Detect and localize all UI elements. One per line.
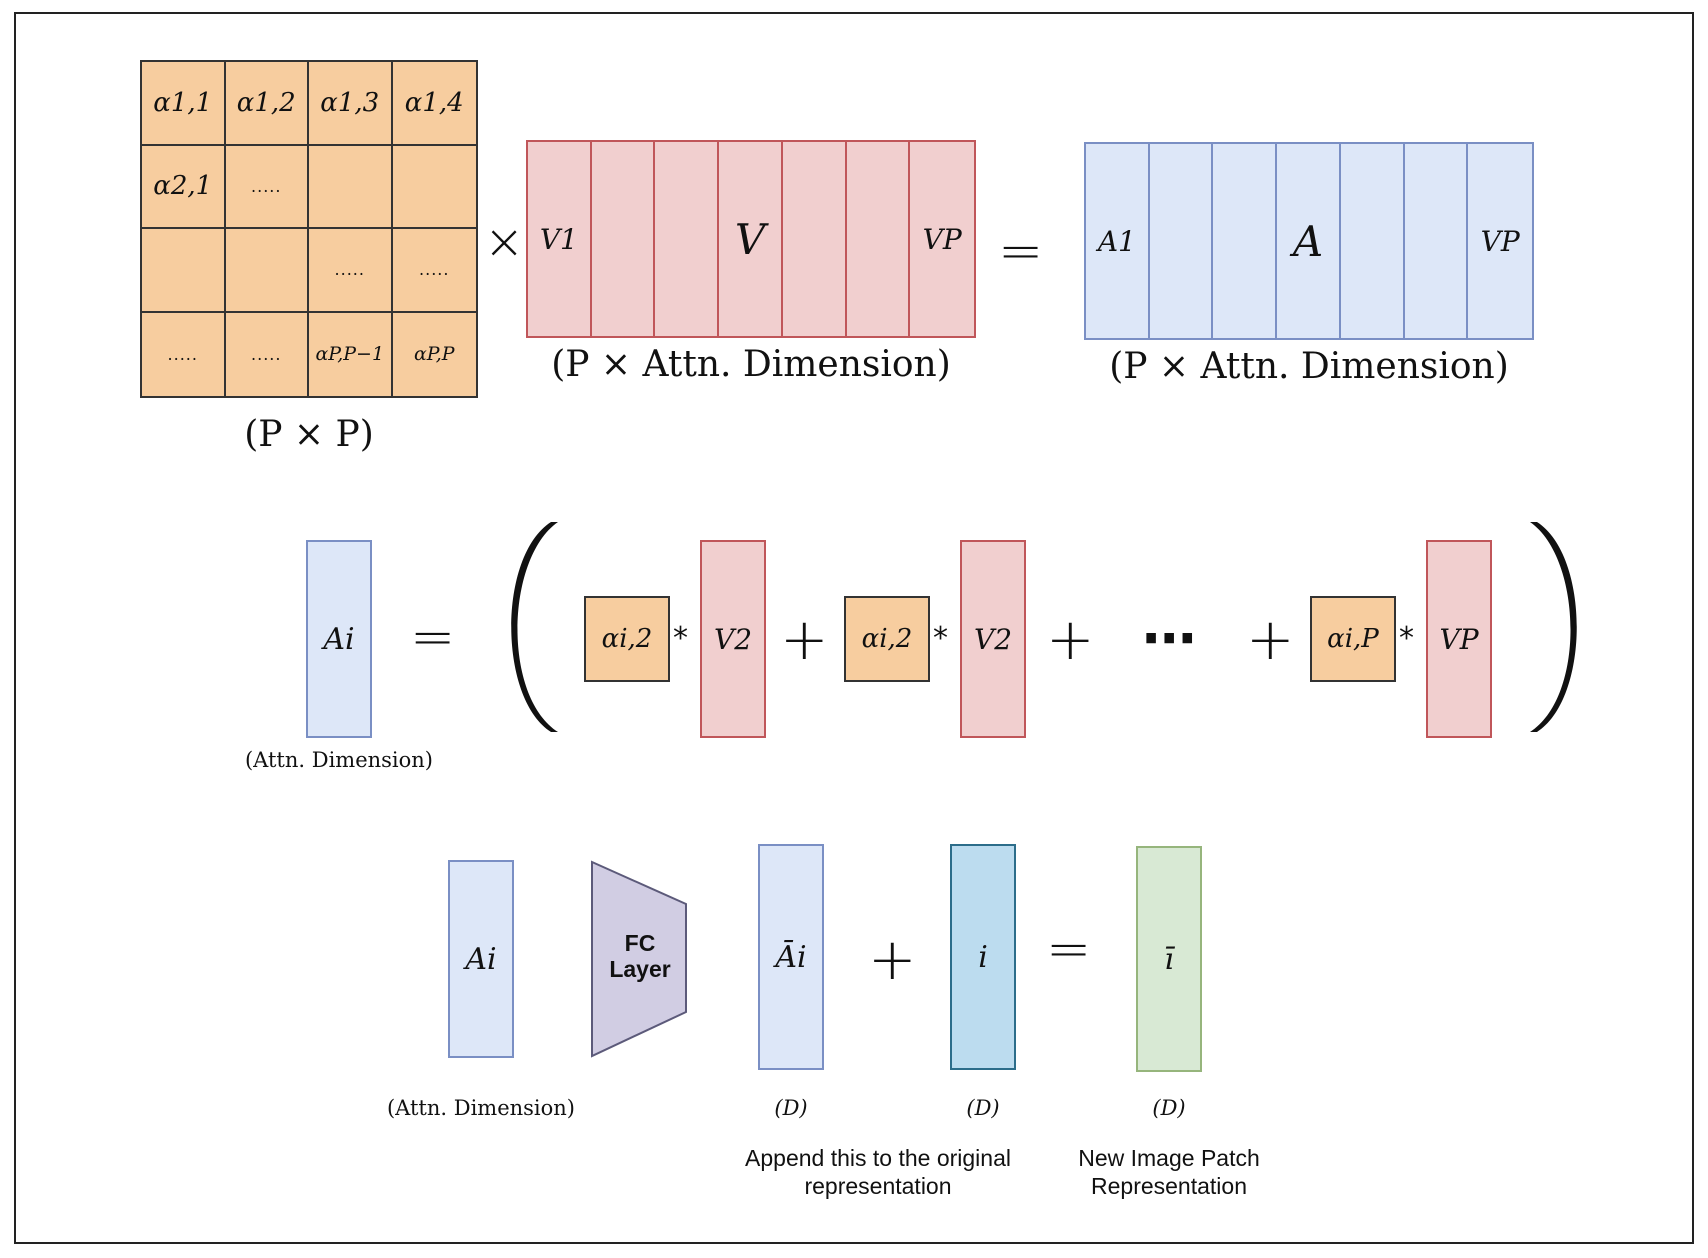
- diagram-frame: [14, 12, 1694, 1244]
- attention-output-dimension: (Attn. Dimension): [244, 748, 433, 772]
- original-patch-vector: i: [950, 844, 1016, 1070]
- append-caption-line1: Append this to the original: [745, 1145, 1011, 1171]
- matrix-cell: [309, 145, 393, 229]
- attention-matrix: α1,1 α1,2 α1,3 α1,4 α2,1 ..... ..... ...…: [140, 60, 478, 398]
- value-column: [783, 142, 847, 336]
- plus-operator: +: [868, 925, 917, 993]
- matrix-cell: α1,3: [309, 62, 393, 146]
- output-column: A1: [1086, 144, 1150, 338]
- matrix-cell: α1,2: [225, 62, 309, 146]
- output-column: A: [1277, 144, 1341, 338]
- weight-label: αi,P: [1327, 624, 1379, 654]
- matrix-cell: .....: [142, 312, 226, 396]
- multiply-operator: *: [673, 621, 688, 656]
- original-patch-label: i: [978, 939, 988, 975]
- matrix-cell: [225, 229, 309, 313]
- output-column: [1405, 144, 1469, 338]
- value-vector: VP: [1426, 540, 1492, 738]
- output-column: [1341, 144, 1405, 338]
- new-patch-caption-line1: New Image Patch: [1078, 1145, 1260, 1171]
- value-vector-label: V2: [973, 622, 1013, 656]
- weight-label: αi,2: [601, 624, 653, 654]
- matrix-cell: αP,P−1: [309, 312, 393, 396]
- fc-layer-label-line1: FC: [624, 930, 656, 956]
- fc-input-vector: Ai: [448, 860, 514, 1058]
- value-column: [655, 142, 720, 336]
- output-matrix: A1 A VP: [1084, 142, 1534, 340]
- equals-operator: =: [1046, 917, 1092, 980]
- matrix-cell: [392, 146, 476, 229]
- output-last-label: VP: [1480, 224, 1520, 258]
- new-patch-label: ī: [1164, 941, 1174, 977]
- value-vector-label: V2: [713, 622, 753, 656]
- fc-layer-label: FC Layer: [590, 930, 690, 982]
- fc-layer-label-line2: Layer: [609, 956, 671, 982]
- multiply-operator: *: [1399, 621, 1414, 656]
- value-matrix: V1 V VP: [526, 140, 976, 338]
- value-column: V1: [528, 142, 592, 336]
- value-column: V: [719, 142, 783, 336]
- plus-operator: +: [780, 605, 829, 673]
- matrix-cell: .....: [226, 312, 309, 396]
- fc-layer-shape: [591, 860, 687, 1058]
- value-column: VP: [910, 142, 974, 336]
- matrix-cell: .....: [392, 229, 476, 313]
- projected-dimension: (D): [774, 1096, 808, 1120]
- ellipsis: ⋯: [1142, 607, 1196, 670]
- projected-vector-label: Āi: [775, 939, 807, 975]
- append-caption: Append this to the original representati…: [718, 1144, 1038, 1200]
- fc-input-label: Ai: [465, 941, 497, 977]
- output-column: [1213, 144, 1278, 338]
- attention-output-vector: Ai: [306, 540, 372, 738]
- weight-box: αi,P: [1310, 596, 1396, 682]
- value-last-label: VP: [922, 222, 962, 256]
- original-dimension: (D): [966, 1096, 1000, 1120]
- close-parenthesis: [1530, 522, 1577, 732]
- value-vector-label: VP: [1439, 622, 1479, 656]
- value-matrix-dimension: (P × Attn. Dimension): [551, 344, 951, 385]
- matrix-cell: αP,P: [413, 343, 455, 366]
- matrix-cell: .....: [225, 145, 309, 229]
- value-center-label: V: [734, 214, 766, 264]
- new-patch-vector: ī: [1136, 846, 1202, 1072]
- matrix-cell: α1,4: [392, 62, 476, 146]
- output-column: [1150, 144, 1214, 338]
- value-column: [847, 142, 911, 336]
- output-column: VP: [1468, 144, 1532, 338]
- output-center-label: A: [1292, 216, 1324, 266]
- fc-input-dimension: (Attn. Dimension): [386, 1096, 575, 1120]
- new-patch-caption-line2: Representation: [1091, 1173, 1247, 1199]
- value-first-label: V1: [539, 222, 578, 256]
- output-matrix-dimension: (P × Attn. Dimension): [1109, 346, 1509, 387]
- attention-output-label: Ai: [323, 621, 355, 657]
- weight-label: αi,2: [861, 624, 913, 654]
- times-operator: ×: [484, 214, 525, 270]
- value-vector: V2: [960, 540, 1026, 738]
- matrix-cell: α1,1: [142, 62, 226, 146]
- plus-operator: +: [1246, 605, 1295, 673]
- append-caption-line2: representation: [804, 1173, 952, 1199]
- equals-operator: =: [998, 219, 1044, 282]
- attention-matrix-dimension: (P × P): [244, 414, 374, 455]
- value-column: [592, 142, 656, 336]
- plus-operator: +: [1046, 605, 1095, 673]
- value-vector: V2: [700, 540, 766, 738]
- new-patch-caption: New Image Patch Representation: [1049, 1144, 1289, 1200]
- equals-operator: =: [410, 605, 456, 668]
- open-parenthesis: [511, 522, 558, 732]
- projected-vector: Āi: [758, 844, 824, 1070]
- weight-box: αi,2: [844, 596, 930, 682]
- matrix-cell: [142, 229, 226, 313]
- multiply-operator: *: [933, 621, 948, 656]
- new-patch-dimension: (D): [1152, 1096, 1186, 1120]
- matrix-cell: α2,1: [142, 145, 226, 229]
- weight-box: αi,2: [584, 596, 670, 682]
- output-first-label: A1: [1097, 224, 1136, 258]
- matrix-cell: .....: [309, 229, 393, 313]
